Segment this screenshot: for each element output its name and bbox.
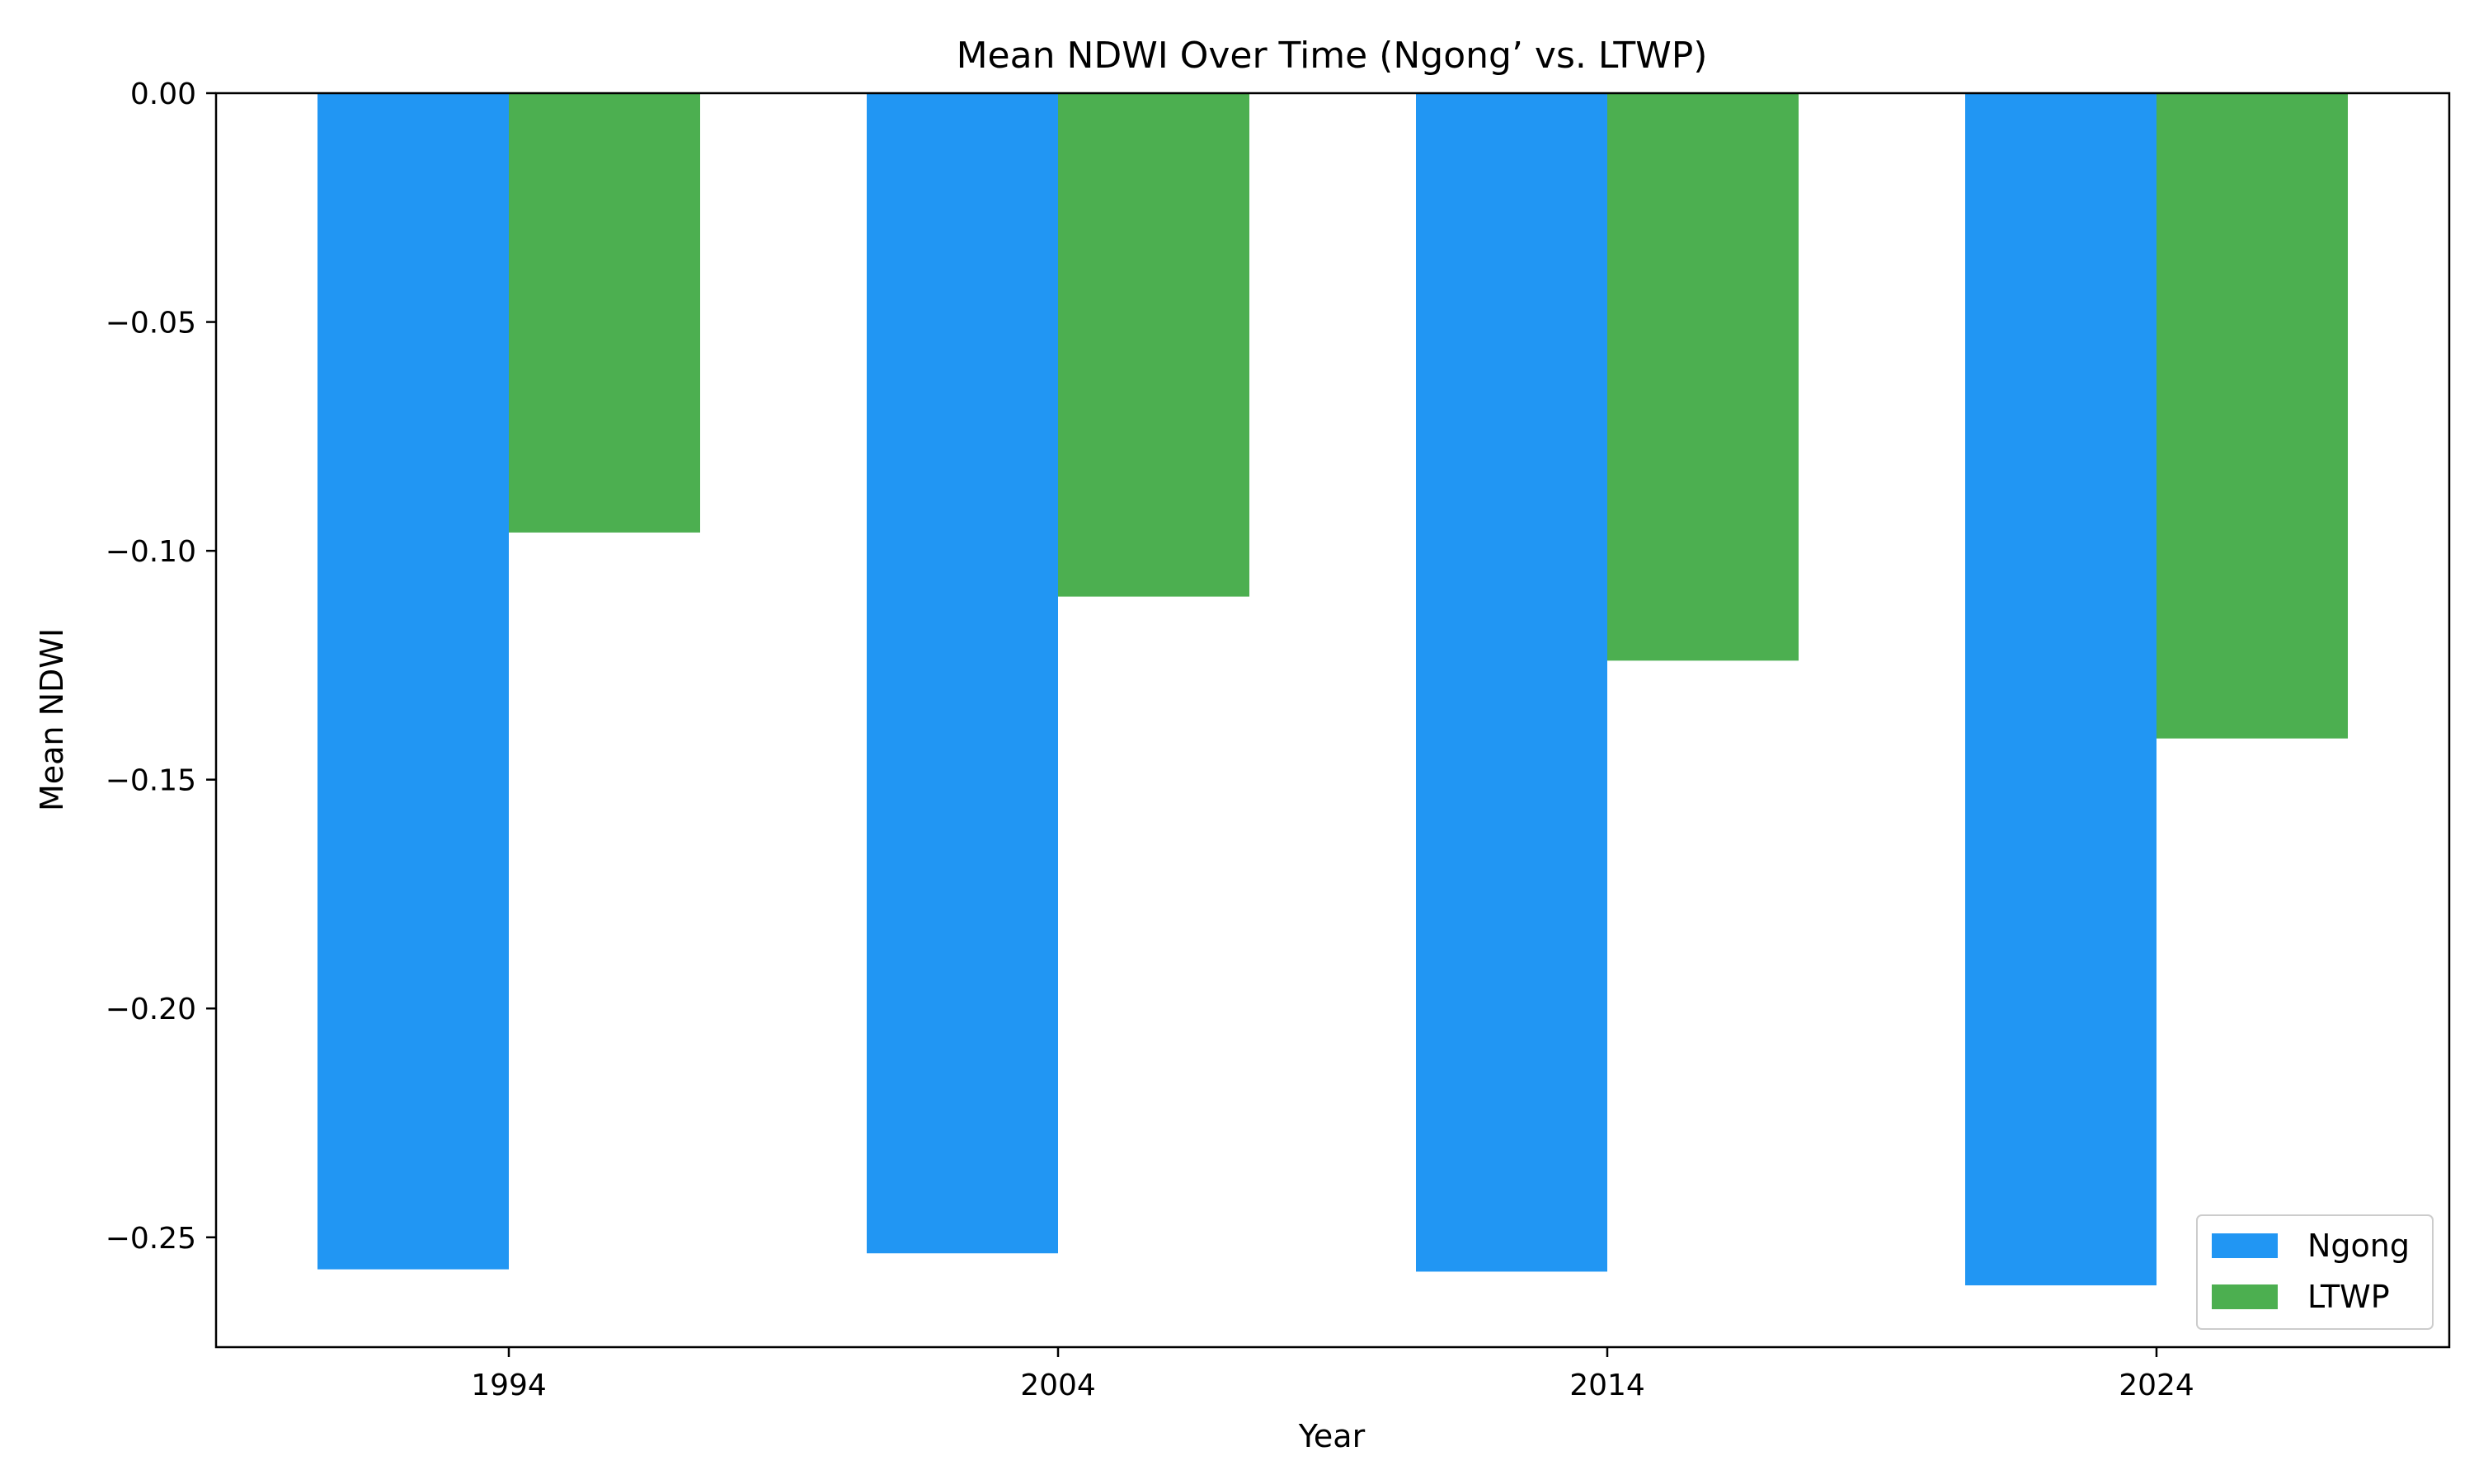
y-axis: 0.00 −0.05 −0.10 −0.15 −0.20 −0.25 [106,77,216,1256]
x-axis: 1994 2004 2014 2024 [471,1347,2194,1402]
chart-title: Mean NDWI Over Time (Ngong’ vs. LTWP) [957,35,1708,77]
legend-label-ltwp: LTWP [2307,1279,2390,1315]
bar-ltwp-2014 [1607,93,1799,661]
x-tick-label: 2004 [1020,1369,1096,1402]
bar-ngong-2024 [1965,93,2157,1286]
x-tick-label: 2024 [2119,1369,2194,1402]
bar-ltwp-1994 [509,93,700,533]
x-axis-label: Year [1298,1418,1366,1454]
y-tick-label: −0.25 [106,1222,196,1256]
bar-ngong-2014 [1416,93,1607,1272]
bar-ngong-2004 [867,93,1058,1254]
bar-ngong-1994 [317,93,509,1270]
legend-swatch-ngong [2212,1233,2278,1258]
y-axis-label: Mean NDWI [34,628,70,811]
y-tick-label: −0.15 [106,764,196,798]
y-tick-label: −0.10 [106,535,196,569]
bar-ltwp-2004 [1058,93,1249,597]
x-tick-label: 1994 [471,1369,547,1402]
plot-frame [214,92,2451,1349]
y-tick-label: −0.05 [106,307,196,340]
x-tick-label: 2014 [1569,1369,1645,1402]
legend: Ngong LTWP [2196,1214,2434,1330]
y-tick-label: −0.20 [106,993,196,1026]
y-tick-label: 0.00 [130,77,196,111]
legend-label-ngong: Ngong [2307,1228,2410,1264]
bars-group [317,93,2348,1286]
bar-ltwp-2024 [2157,93,2348,739]
legend-swatch-ltwp [2212,1284,2278,1309]
